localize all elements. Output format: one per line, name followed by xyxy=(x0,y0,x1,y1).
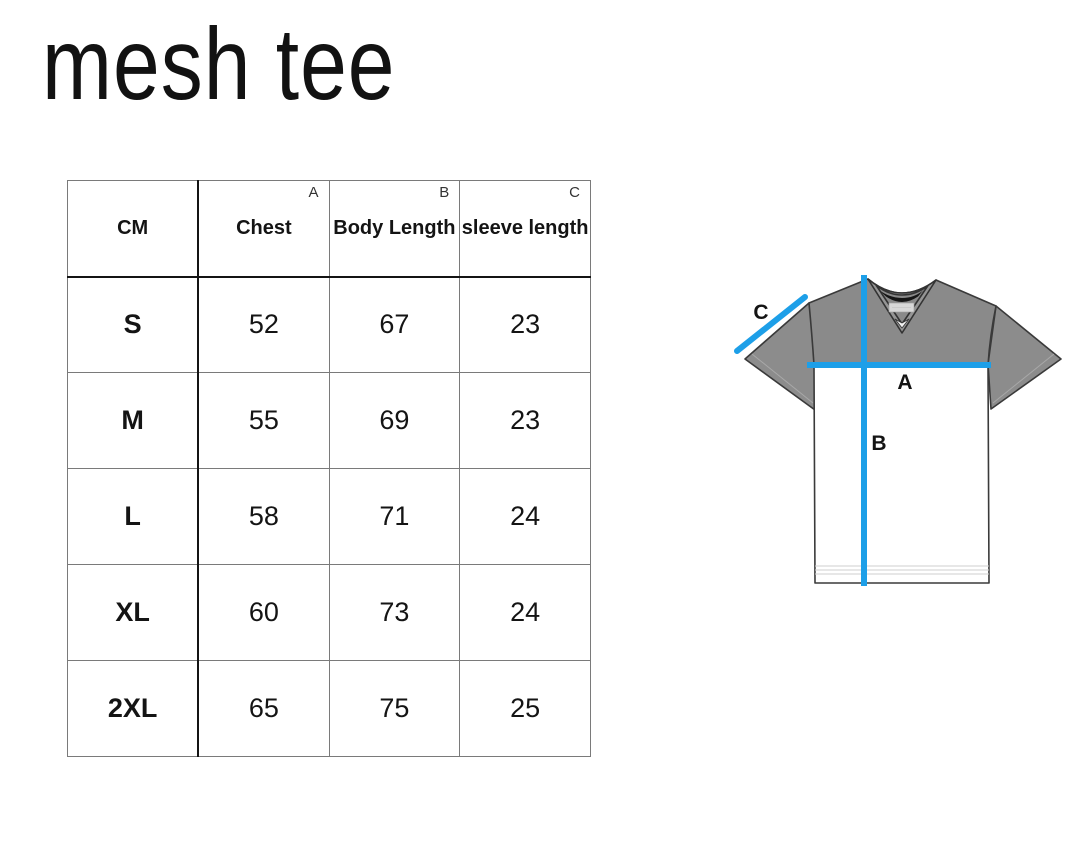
svg-text:A: A xyxy=(897,371,912,394)
svg-text:B: B xyxy=(871,432,886,455)
svg-text:C: C xyxy=(753,301,768,324)
